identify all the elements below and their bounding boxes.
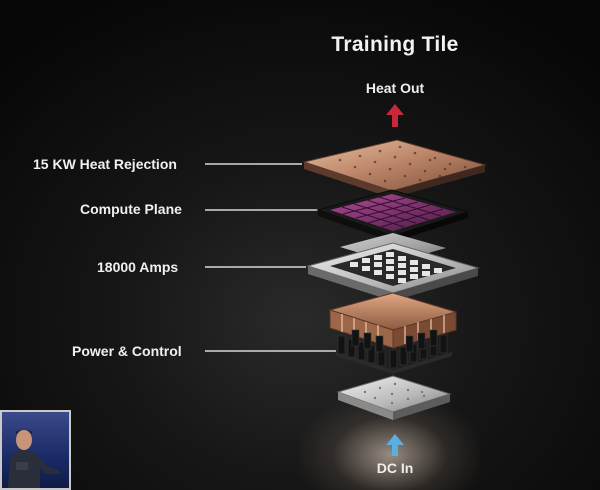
presenter-figure (8, 429, 60, 488)
presenter-video-thumbnail (0, 410, 71, 490)
heat-out-arrow-icon (386, 104, 404, 127)
dc-input-plate (336, 375, 452, 420)
layer-label-power-control: Power & Control (72, 343, 182, 359)
slide-title: Training Tile (331, 33, 459, 56)
layer-label-heat-rejection: 15 KW Heat Rejection (33, 156, 177, 172)
dc-in-arrow-icon (386, 434, 404, 456)
compute-plane (316, 189, 470, 242)
heat-out-label: Heat Out (365, 80, 425, 96)
layer-label-amps: 18000 Amps (97, 259, 179, 275)
layer-label-compute-plane: Compute Plane (80, 201, 182, 217)
power-control-modules (336, 329, 452, 374)
power-delivery-plate (306, 233, 480, 301)
heat-rejection-plate (302, 139, 487, 198)
dc-in-label: DC In (376, 460, 414, 476)
